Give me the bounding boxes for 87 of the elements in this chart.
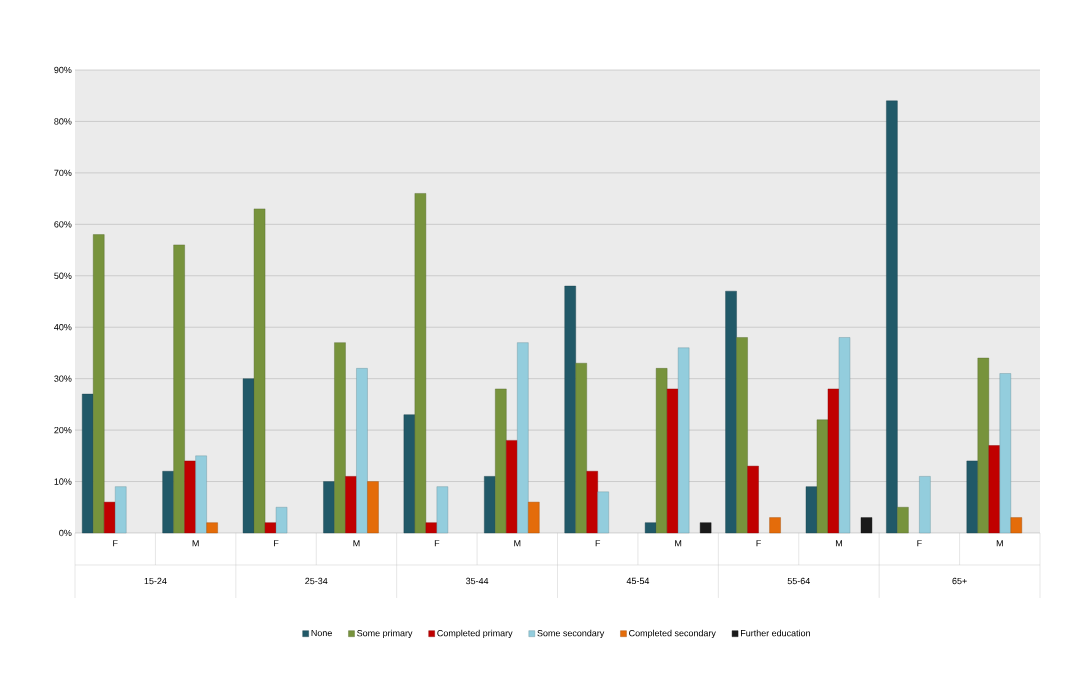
bar bbox=[1010, 517, 1023, 534]
legend-label: Further education bbox=[741, 629, 810, 637]
y-tick-label: 50% bbox=[54, 272, 72, 279]
text: 15-24 bbox=[144, 577, 167, 585]
y-tick-label: 0% bbox=[59, 529, 72, 537]
bar bbox=[206, 522, 218, 534]
bar bbox=[104, 501, 116, 534]
bar bbox=[564, 285, 576, 534]
bar bbox=[242, 378, 255, 534]
bar bbox=[115, 486, 127, 534]
bar bbox=[816, 419, 829, 534]
bar bbox=[805, 486, 818, 534]
bar bbox=[597, 491, 609, 534]
bar bbox=[860, 517, 873, 534]
x-tick-label: M bbox=[514, 540, 521, 547]
bar bbox=[195, 455, 207, 534]
bar bbox=[253, 208, 266, 534]
bar bbox=[323, 481, 335, 534]
bar bbox=[838, 337, 851, 534]
bar bbox=[162, 471, 174, 534]
text: 35-44 bbox=[465, 577, 489, 585]
bar bbox=[173, 244, 185, 534]
x-tick-label: M bbox=[996, 540, 1003, 547]
legend-label: Completed primary bbox=[437, 629, 513, 639]
bar bbox=[897, 507, 909, 534]
y-tick-label: 10% bbox=[54, 478, 72, 485]
bar bbox=[495, 388, 507, 534]
text: 65+ bbox=[952, 577, 967, 585]
bar bbox=[586, 471, 598, 534]
y-tick-label: 30% bbox=[54, 375, 72, 382]
x-tick-label: F bbox=[434, 540, 440, 547]
bar bbox=[966, 460, 979, 534]
y-tick-label: 70% bbox=[54, 169, 72, 177]
x-tick-label: F bbox=[274, 540, 279, 547]
x-tick-label: M bbox=[675, 540, 682, 547]
bar bbox=[699, 522, 712, 534]
bar bbox=[425, 522, 438, 534]
bar bbox=[82, 393, 94, 534]
bar bbox=[517, 342, 529, 534]
bar bbox=[999, 373, 1012, 534]
text: 25-34 bbox=[305, 577, 328, 585]
bar bbox=[356, 368, 368, 534]
text: 45-54 bbox=[626, 577, 650, 585]
x-tick-label: M bbox=[835, 540, 842, 547]
bar bbox=[275, 507, 288, 534]
y-tick-label: 90% bbox=[54, 66, 72, 74]
bar bbox=[977, 357, 990, 534]
bar bbox=[414, 193, 427, 534]
y-tick-label: 80% bbox=[54, 118, 72, 125]
bar bbox=[677, 347, 690, 534]
x-tick-label: F bbox=[756, 540, 761, 547]
x-tick-label: M bbox=[353, 540, 360, 547]
bar bbox=[575, 363, 587, 534]
bar bbox=[436, 486, 449, 534]
legend-label: None bbox=[311, 629, 332, 637]
y-tick-label: 40% bbox=[54, 324, 72, 331]
bar bbox=[747, 465, 759, 534]
bar bbox=[769, 517, 781, 534]
x-tick-label: F bbox=[917, 540, 922, 547]
bar bbox=[506, 440, 518, 534]
bar bbox=[644, 522, 657, 534]
bar bbox=[367, 481, 379, 534]
bar bbox=[666, 388, 679, 534]
bar bbox=[345, 476, 357, 534]
bar bbox=[184, 460, 196, 534]
bar bbox=[725, 291, 737, 534]
bar bbox=[93, 234, 105, 534]
legend-label: Completed secondary bbox=[629, 629, 716, 639]
y-tick-label: 60% bbox=[54, 221, 72, 228]
y-tick-label: 20% bbox=[54, 426, 72, 434]
legend-label: Some secondary bbox=[537, 629, 605, 639]
bar bbox=[988, 445, 1001, 534]
legend-label: Some primary bbox=[357, 629, 413, 639]
bar bbox=[484, 476, 496, 534]
bar bbox=[264, 522, 277, 534]
text: 55-64 bbox=[787, 577, 810, 585]
bar bbox=[403, 414, 416, 534]
bar bbox=[736, 337, 748, 534]
x-tick-label: F bbox=[113, 540, 118, 547]
bar bbox=[334, 342, 346, 534]
bar bbox=[827, 388, 840, 534]
bar bbox=[655, 368, 668, 534]
x-tick-label: M bbox=[192, 540, 199, 547]
bar bbox=[886, 100, 898, 534]
bar bbox=[919, 476, 931, 534]
x-tick-label: F bbox=[595, 540, 601, 547]
bar bbox=[528, 501, 540, 534]
